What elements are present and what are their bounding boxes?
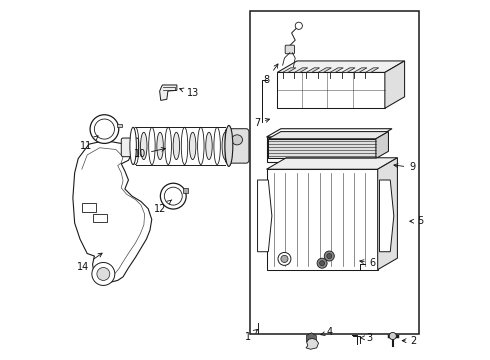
Polygon shape <box>379 180 394 252</box>
Polygon shape <box>385 61 405 108</box>
Polygon shape <box>269 139 376 158</box>
Ellipse shape <box>232 135 243 145</box>
Text: 6: 6 <box>360 258 376 268</box>
Polygon shape <box>294 68 308 72</box>
Ellipse shape <box>214 127 220 165</box>
Polygon shape <box>258 180 272 252</box>
Ellipse shape <box>165 127 172 165</box>
Circle shape <box>327 253 332 258</box>
Ellipse shape <box>225 126 233 166</box>
Bar <box>117 124 122 127</box>
Polygon shape <box>267 169 378 270</box>
Text: 11: 11 <box>80 136 98 151</box>
Ellipse shape <box>181 127 188 165</box>
Polygon shape <box>342 68 355 72</box>
Ellipse shape <box>132 127 139 165</box>
Polygon shape <box>93 214 107 222</box>
Polygon shape <box>277 72 385 108</box>
Text: 14: 14 <box>77 253 102 272</box>
Text: 4: 4 <box>321 327 333 337</box>
Ellipse shape <box>148 127 155 165</box>
Text: 12: 12 <box>154 200 172 214</box>
Polygon shape <box>160 85 177 100</box>
Ellipse shape <box>157 132 163 159</box>
Circle shape <box>278 252 291 265</box>
Circle shape <box>317 258 327 268</box>
Polygon shape <box>306 68 319 72</box>
Polygon shape <box>267 158 397 169</box>
Circle shape <box>160 183 186 209</box>
Ellipse shape <box>141 132 147 159</box>
FancyBboxPatch shape <box>285 45 294 54</box>
Polygon shape <box>378 158 397 270</box>
Polygon shape <box>73 140 152 282</box>
Circle shape <box>324 251 334 261</box>
Bar <box>183 188 188 193</box>
Circle shape <box>295 22 302 30</box>
Circle shape <box>95 119 115 139</box>
Polygon shape <box>306 338 318 349</box>
Polygon shape <box>330 68 343 72</box>
Circle shape <box>389 332 396 339</box>
Polygon shape <box>354 68 367 72</box>
FancyBboxPatch shape <box>225 129 249 163</box>
Text: 5: 5 <box>410 216 423 226</box>
Text: 10: 10 <box>134 148 165 159</box>
Polygon shape <box>277 61 405 72</box>
Ellipse shape <box>206 132 212 159</box>
Ellipse shape <box>197 127 204 165</box>
Text: 8: 8 <box>263 64 278 85</box>
Text: 2: 2 <box>402 336 417 346</box>
Text: 9: 9 <box>394 162 416 172</box>
Polygon shape <box>376 132 389 158</box>
Ellipse shape <box>130 127 136 165</box>
Polygon shape <box>269 132 389 139</box>
FancyBboxPatch shape <box>122 138 139 157</box>
Polygon shape <box>366 68 379 72</box>
Polygon shape <box>82 203 96 212</box>
Bar <box>250 12 419 334</box>
Polygon shape <box>283 68 296 72</box>
Circle shape <box>164 187 182 205</box>
Ellipse shape <box>222 132 228 159</box>
Text: 1: 1 <box>245 329 258 342</box>
Circle shape <box>97 267 110 280</box>
Text: 13: 13 <box>180 88 199 98</box>
Circle shape <box>319 261 324 266</box>
Polygon shape <box>318 68 331 72</box>
Ellipse shape <box>173 132 180 159</box>
Ellipse shape <box>190 132 196 159</box>
Circle shape <box>281 255 288 262</box>
Text: 3: 3 <box>361 333 372 343</box>
Circle shape <box>90 115 119 143</box>
Circle shape <box>92 262 115 285</box>
Text: 7: 7 <box>254 118 270 128</box>
